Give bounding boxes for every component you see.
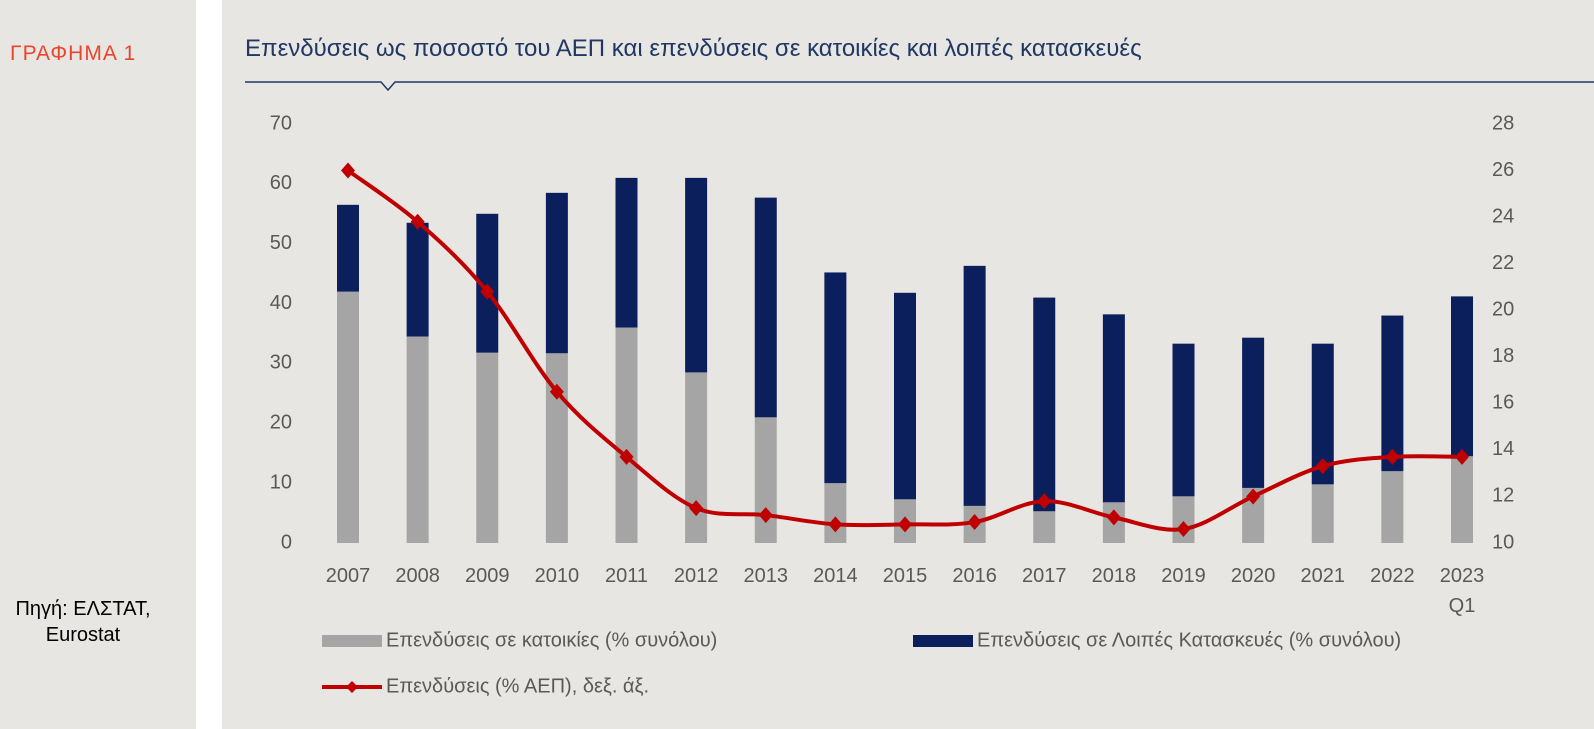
source-note: Πηγή: ΕΛΣΤΑΤ, Eurostat bbox=[15, 598, 151, 646]
x-tick-label: 2007 bbox=[326, 565, 371, 587]
y-tick-label: 40 bbox=[270, 292, 292, 314]
line-marker bbox=[758, 507, 773, 524]
x-tick-label-line: 2023 bbox=[1440, 565, 1485, 587]
x-tick-label: 2011 bbox=[605, 565, 648, 587]
x-tick-label: 2009 bbox=[465, 565, 510, 587]
bar-segment bbox=[406, 336, 429, 543]
y2-tick-label: 14 bbox=[1492, 438, 1514, 460]
y-tick-label: 60 bbox=[270, 172, 292, 194]
line-marker bbox=[1176, 521, 1191, 538]
bar-segment bbox=[1102, 314, 1125, 503]
x-tick-label: 2022 bbox=[1370, 565, 1415, 587]
bar-segment bbox=[1242, 487, 1265, 543]
line-marker bbox=[619, 448, 634, 465]
line-marker bbox=[1315, 458, 1330, 475]
x-tick-label: 2018 bbox=[1092, 565, 1137, 587]
bar-segment bbox=[1311, 484, 1334, 543]
line-marker bbox=[341, 162, 355, 179]
line-marker bbox=[967, 514, 982, 531]
bar-segment bbox=[476, 352, 499, 543]
bar-segment bbox=[476, 213, 499, 353]
y-tick-label: 20 bbox=[270, 412, 292, 434]
line-marker bbox=[1246, 488, 1261, 505]
x-tick-label: 2015 bbox=[883, 565, 928, 587]
bar-segment bbox=[685, 372, 708, 543]
bar-segment bbox=[754, 197, 777, 418]
line-marker bbox=[1455, 448, 1469, 465]
y-tick-label: 0 bbox=[281, 531, 292, 553]
bar-segment bbox=[1242, 337, 1265, 488]
y2-tick-label: 24 bbox=[1492, 205, 1514, 227]
bar-segment bbox=[615, 327, 638, 543]
legend-marker bbox=[346, 681, 358, 693]
line bbox=[346, 168, 1463, 532]
legend-label: Επενδύσεις (% ΑΕΠ), δεξ. άξ. bbox=[386, 675, 649, 697]
figure-label: ΓΡΑΦΗΜΑ 1 bbox=[10, 42, 137, 65]
line-marker bbox=[898, 516, 912, 533]
y2-tick-label: 16 bbox=[1492, 392, 1514, 414]
bar-segment bbox=[406, 222, 429, 337]
x-tick-label: 2020 bbox=[1231, 565, 1276, 587]
y-tick-label: 30 bbox=[270, 352, 292, 374]
x-tick-label: 2019 bbox=[1161, 565, 1206, 587]
x-tick-label: 2014 bbox=[813, 565, 858, 587]
bar-segment bbox=[754, 417, 777, 543]
y2-tick-label: 28 bbox=[1492, 112, 1514, 134]
line-marker bbox=[1106, 509, 1121, 526]
bar-segment bbox=[1381, 315, 1404, 472]
line-marker bbox=[549, 383, 564, 400]
line-marker bbox=[480, 283, 495, 300]
bar-segment bbox=[615, 177, 638, 328]
legend-label: Επενδύσεις σε κατοικίες (% συνόλου) bbox=[386, 629, 717, 651]
bar-segment bbox=[1172, 343, 1195, 497]
y2-tick-label: 22 bbox=[1492, 252, 1514, 274]
bar-segment bbox=[824, 272, 847, 484]
bar-segment bbox=[337, 291, 359, 543]
line-marker bbox=[1037, 493, 1052, 510]
chart-title: Επενδύσεις ως ποσοστό του ΑΕΠ και επενδύ… bbox=[245, 35, 1142, 62]
x-tick-label: 2013 bbox=[744, 565, 789, 587]
line-marker bbox=[410, 213, 425, 230]
x-tick-label: 2012 bbox=[674, 565, 719, 587]
bar-segment bbox=[1033, 511, 1056, 543]
bar-segment bbox=[337, 204, 359, 292]
y2-tick-label: 20 bbox=[1492, 299, 1514, 321]
legend-swatch bbox=[322, 635, 382, 647]
y2-tick-label: 26 bbox=[1492, 159, 1514, 181]
x-tick-label-line: Q1 bbox=[1449, 595, 1476, 617]
bar-segment bbox=[1311, 343, 1334, 485]
x-tick-label: 2023 Q1 bbox=[1440, 565, 1485, 617]
side-panel: ΓΡΑΦΗΜΑ 1 Πηγή: ΕΛΣΤΑΤ, Eurostat bbox=[0, 0, 196, 729]
bar-segment bbox=[1033, 297, 1056, 512]
bar-segment bbox=[545, 192, 568, 354]
y-tick-label: 70 bbox=[270, 112, 292, 134]
title-rule bbox=[245, 81, 1594, 92]
bar-segment bbox=[685, 177, 708, 373]
y2-tick-label: 18 bbox=[1492, 345, 1514, 367]
x-tick-label: 2017 bbox=[1022, 565, 1067, 587]
bar-segment bbox=[1451, 456, 1473, 543]
y-tick-label: 10 bbox=[270, 471, 292, 493]
line-marker bbox=[689, 500, 704, 517]
legend-swatch bbox=[913, 635, 973, 647]
legend-label: Επενδύσεις σε Λοιπές Κατασκευές (% συνόλ… bbox=[977, 629, 1401, 651]
x-tick-label: 2021 bbox=[1301, 565, 1346, 587]
y-tick-label: 50 bbox=[270, 232, 292, 254]
y2-tick-label: 12 bbox=[1492, 485, 1514, 507]
y2-tick-label: 10 bbox=[1492, 531, 1514, 553]
x-tick-label: 2008 bbox=[395, 565, 440, 587]
bar-segment bbox=[1381, 471, 1404, 543]
bar-segment bbox=[894, 292, 916, 500]
bar-segment bbox=[1451, 296, 1473, 457]
line-marker bbox=[828, 516, 843, 533]
bar-segment bbox=[963, 265, 986, 506]
line-marker bbox=[1385, 448, 1400, 465]
x-tick-label: 2010 bbox=[535, 565, 580, 587]
bar-segment bbox=[824, 483, 847, 543]
x-tick-label: 2016 bbox=[952, 565, 997, 587]
